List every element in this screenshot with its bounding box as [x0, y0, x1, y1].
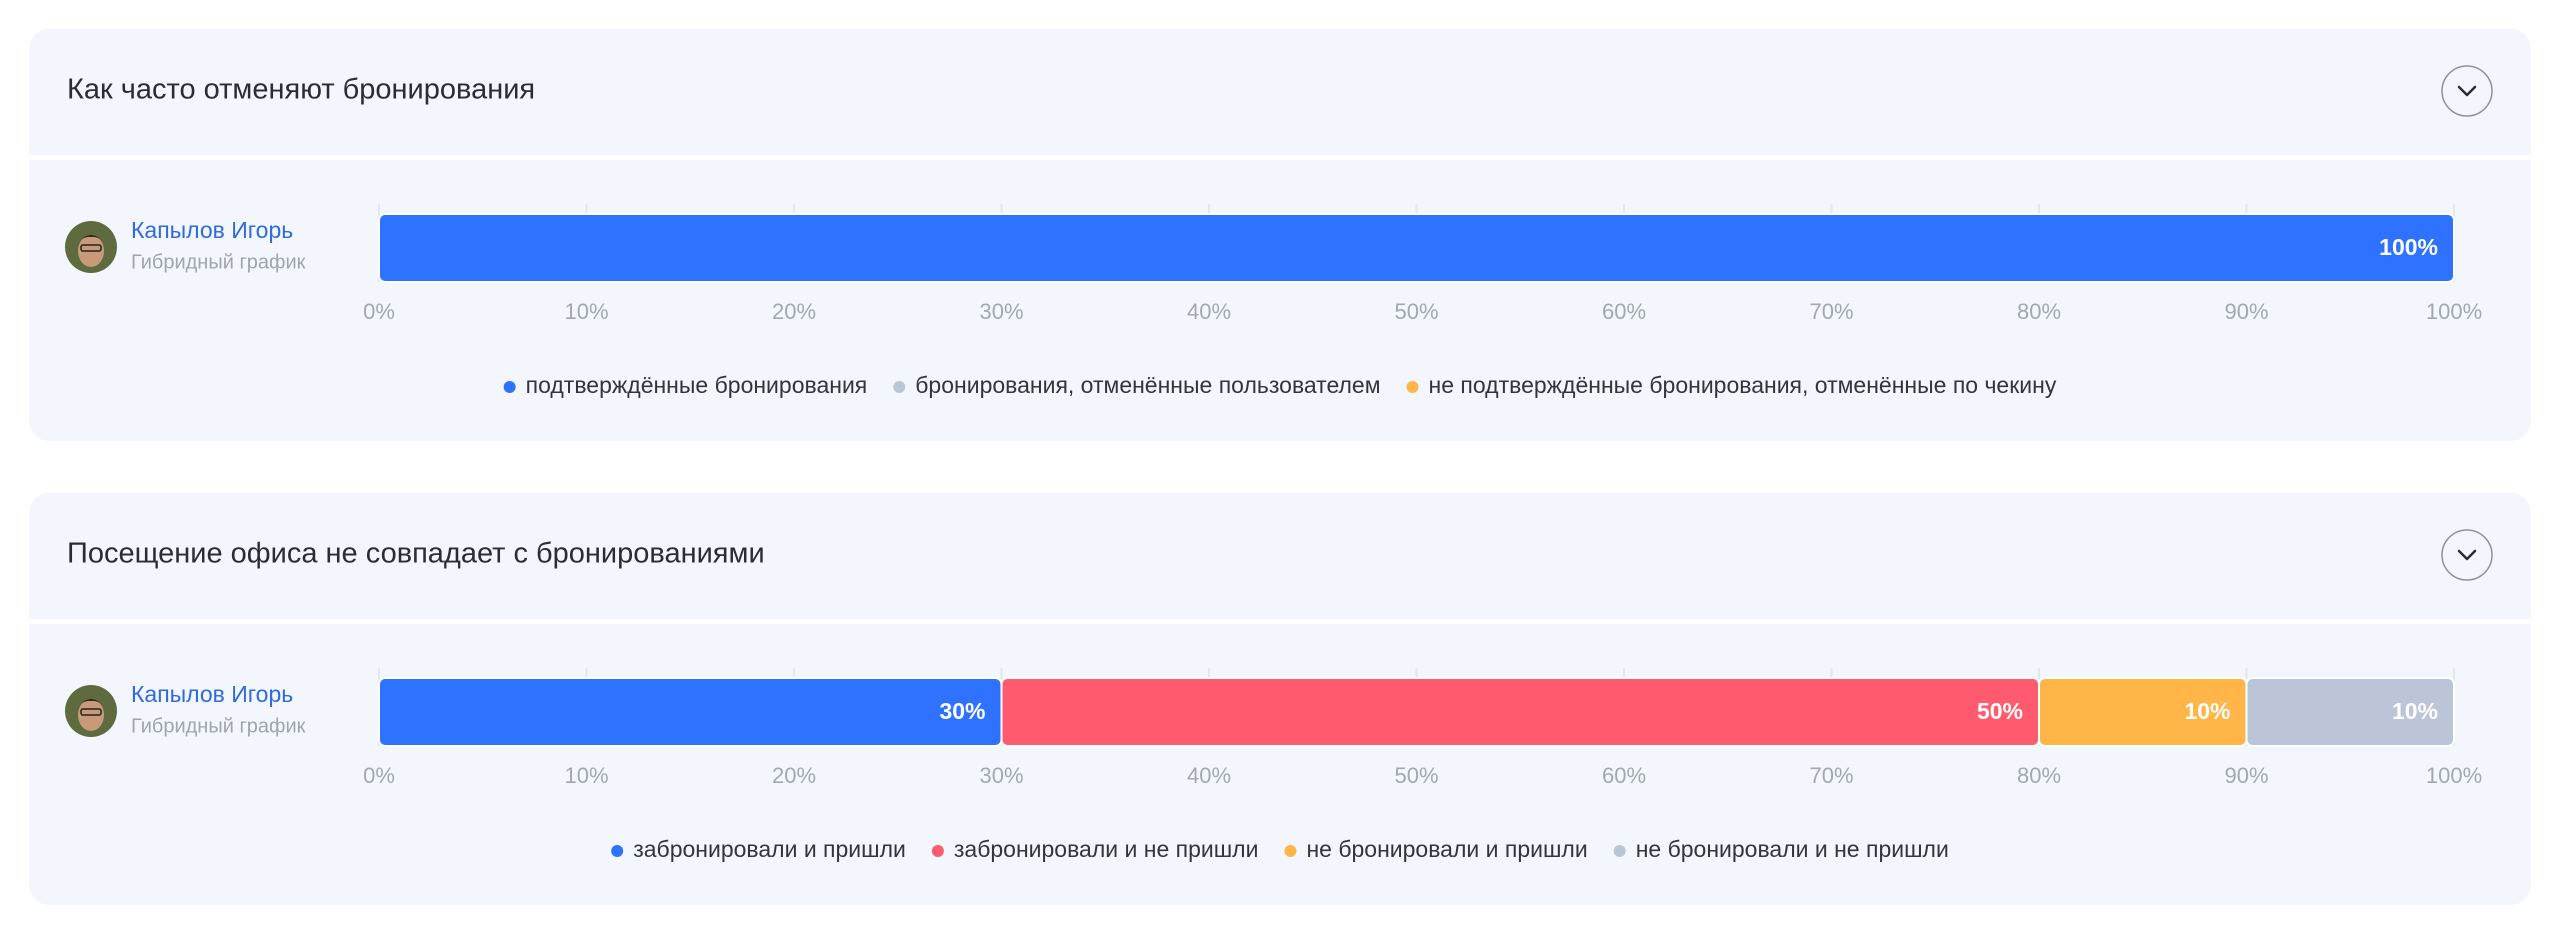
x-tick-label: 90%	[2224, 299, 2268, 324]
legend-label: не бронировали и пришли	[1306, 836, 1587, 862]
legend-dot	[893, 381, 906, 393]
x-tick-label: 70%	[1809, 763, 1853, 788]
card-separator	[29, 155, 2531, 160]
avatar-glasses	[80, 244, 102, 252]
x-tick-label: 70%	[1809, 299, 1853, 324]
x-tick-label: 100%	[2426, 763, 2482, 788]
avatar	[65, 685, 117, 737]
collapse-button[interactable]	[2441, 65, 2493, 117]
x-tick-label: 40%	[1187, 763, 1231, 788]
bar-segment	[2245, 677, 2455, 747]
legend-dot	[611, 845, 624, 857]
x-tick-label: 60%	[1602, 763, 1646, 788]
legend-item: забронировали и пришли	[611, 836, 906, 862]
avatar-glasses	[80, 708, 102, 716]
card: Как часто отменяют бронирования Капылов И…	[29, 29, 2531, 441]
legend: подтверждённые бронирования бронирования,…	[503, 372, 2057, 398]
legend-item: забронировали и не пришли	[931, 836, 1259, 862]
legend-dot	[931, 845, 944, 857]
chevron-icon[interactable]	[2457, 549, 2477, 561]
bar-segment	[378, 213, 2455, 283]
card-separator	[29, 619, 2531, 624]
legend-label: не бронировали и не пришли	[1636, 836, 1949, 862]
x-tick-label: 90%	[2224, 763, 2268, 788]
legend-dot	[1406, 381, 1419, 393]
x-tick-label: 20%	[772, 763, 816, 788]
chevron-icon[interactable]	[2457, 85, 2477, 97]
x-tick-label: 40%	[1187, 299, 1231, 324]
bar-segment	[1000, 677, 2040, 747]
person-schedule: Гибридный график	[131, 715, 306, 737]
bar-value-label: 50%	[1977, 698, 2023, 724]
legend-dot	[503, 381, 516, 393]
collapse-circle[interactable]	[2441, 529, 2493, 581]
x-tick-label: 80%	[2017, 763, 2061, 788]
x-tick-label: 10%	[564, 763, 608, 788]
legend-dot	[1613, 845, 1626, 857]
avatar-hair	[77, 699, 105, 708]
person-name: Капылов Игорь	[131, 217, 293, 243]
legend-dot	[1284, 845, 1297, 857]
collapse-button[interactable]	[2441, 529, 2493, 581]
x-tick-label: 30%	[979, 299, 1023, 324]
card-title: Как часто отменяют бронирования	[67, 74, 535, 106]
x-tick-label: 20%	[772, 299, 816, 324]
person-schedule: Гибридный график	[131, 251, 306, 273]
legend-label: подтверждённые бронирования	[526, 372, 868, 398]
legend-item: не подтверждённые бронирования, отменённ…	[1406, 372, 2057, 398]
x-tick-label: 60%	[1602, 299, 1646, 324]
x-tick-label: 10%	[564, 299, 608, 324]
legend-label: бронирования, отменённые пользователем	[915, 372, 1380, 398]
x-tick-label: 0%	[363, 763, 395, 788]
x-tick-label: 80%	[2017, 299, 2061, 324]
avatar	[65, 221, 117, 273]
x-tick-label: 100%	[2426, 299, 2482, 324]
card-title: Посещение офиса не совпадает с бронирова…	[67, 538, 765, 570]
legend-label: не подтверждённые бронирования, отменённ…	[1429, 372, 2057, 398]
legend: забронировали и пришли забронировали и не…	[611, 836, 1949, 862]
legend-item: не бронировали и не пришли	[1613, 836, 1949, 862]
x-tick-label: 30%	[979, 763, 1023, 788]
bar-value-label: 100%	[2379, 234, 2438, 260]
card: Посещение офиса не совпадает с бронирова…	[29, 493, 2531, 905]
collapse-circle[interactable]	[2441, 65, 2493, 117]
legend-label: забронировали и пришли	[633, 836, 906, 862]
legend-item: подтверждённые бронирования	[503, 372, 868, 398]
cards: Как часто отменяют бронирования Капылов И…	[29, 29, 2531, 905]
legend-item: не бронировали и пришли	[1284, 836, 1588, 862]
bar-segment	[378, 677, 1003, 747]
x-tick-label: 50%	[1394, 763, 1438, 788]
person-name: Капылов Игорь	[131, 681, 293, 707]
x-tick-label: 0%	[363, 299, 395, 324]
x-tick-label: 50%	[1394, 299, 1438, 324]
bar-value-label: 10%	[2184, 698, 2230, 724]
avatar-hair	[77, 235, 105, 244]
legend-label: забронировали и не пришли	[954, 836, 1259, 862]
legend-item: бронирования, отменённые пользователем	[893, 372, 1381, 398]
bar-value-label: 10%	[2392, 698, 2438, 724]
bar-value-label: 30%	[939, 698, 985, 724]
